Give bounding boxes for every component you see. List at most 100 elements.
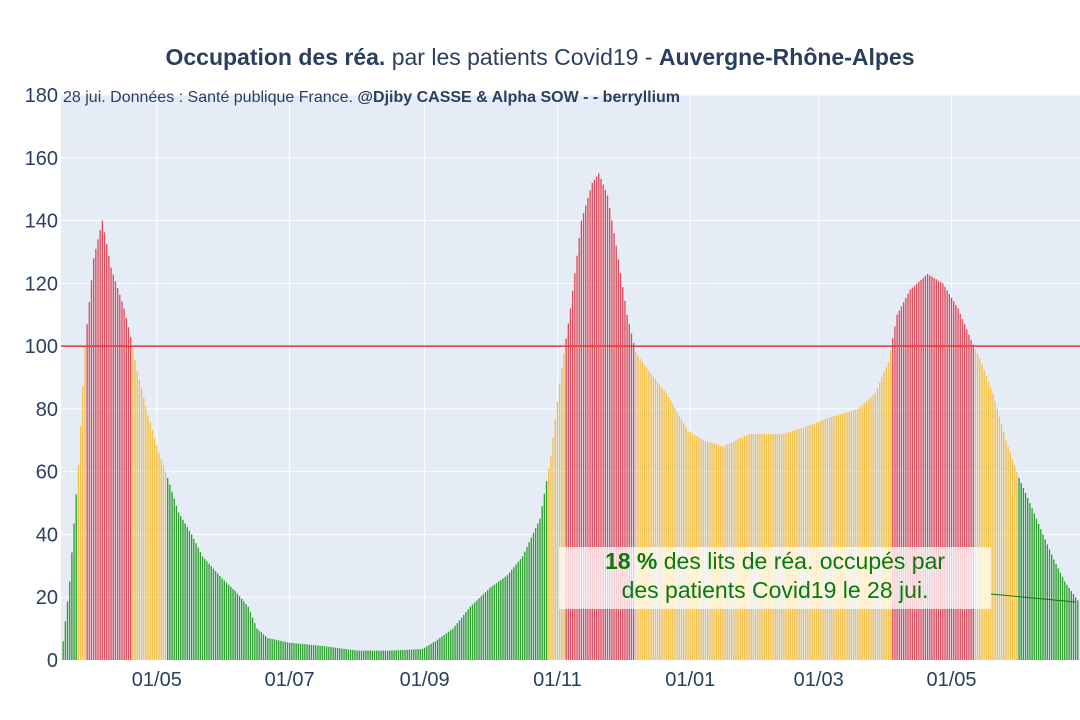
y-tick-label-100: 100	[25, 336, 58, 358]
bar-178	[450, 630, 452, 660]
bar-80	[236, 593, 239, 660]
bar-118	[319, 645, 321, 660]
bar-380	[889, 350, 892, 660]
bar-394	[920, 279, 922, 660]
bar-26	[119, 294, 121, 660]
bar-81	[238, 596, 241, 660]
bar-353	[831, 416, 833, 660]
bar-149	[386, 650, 389, 660]
bar-151	[391, 650, 393, 660]
subtitle-authors: @Djiby CASSE & Alpha SOW - - berryllium	[357, 89, 681, 106]
bar-256	[619, 273, 622, 660]
bar-164	[419, 649, 421, 660]
bar-345	[813, 423, 816, 660]
bar-15	[95, 248, 97, 661]
bar-88	[254, 623, 256, 660]
bar-286	[685, 427, 687, 660]
bar-372	[872, 395, 874, 660]
bar-120	[323, 646, 326, 660]
bar-275	[661, 387, 663, 660]
bar-79	[234, 590, 236, 660]
bar-56	[184, 523, 186, 660]
bar-181	[456, 623, 458, 660]
bar-289	[691, 433, 694, 660]
bar-382	[894, 326, 896, 660]
bar-450	[1042, 534, 1044, 660]
bar-170	[432, 642, 435, 660]
bar-451	[1044, 539, 1046, 660]
bar-173	[439, 638, 441, 660]
bar-242	[589, 190, 591, 660]
bar-244	[593, 179, 596, 660]
bar-70	[214, 571, 217, 660]
bar-75	[225, 582, 228, 660]
bar-270	[650, 373, 652, 660]
bar-409	[953, 301, 955, 660]
bar-167	[426, 646, 428, 660]
bar-139	[365, 650, 367, 660]
bar-454	[1051, 554, 1053, 660]
bar-27	[121, 301, 123, 660]
bar-102	[284, 641, 286, 660]
bar-283	[678, 415, 681, 660]
bar-121	[325, 646, 328, 660]
bar-424	[985, 375, 988, 660]
bar-146	[380, 650, 382, 660]
bar-13	[90, 280, 93, 660]
bar-148	[384, 650, 387, 660]
bar-211	[521, 556, 524, 660]
y-tick-label-80: 80	[36, 399, 58, 421]
bar-228	[558, 383, 561, 660]
bar-49	[169, 484, 171, 660]
bar-196	[489, 587, 491, 660]
bar-6	[75, 494, 77, 660]
bar-462	[1068, 587, 1070, 660]
bar-16	[97, 239, 99, 660]
bar-8	[79, 425, 82, 660]
bar-18	[101, 220, 104, 661]
bar-172	[437, 639, 439, 660]
bar-341	[804, 426, 807, 660]
bar-140	[367, 650, 369, 660]
bar-349	[822, 420, 824, 660]
bar-126	[336, 647, 339, 660]
bar-420	[976, 353, 979, 660]
bar-208	[515, 564, 517, 660]
bar-194	[484, 591, 487, 660]
bar-68	[210, 566, 212, 660]
bar-57	[186, 527, 188, 660]
bar-117	[317, 645, 319, 660]
bar-288	[689, 432, 691, 660]
bar-217	[534, 528, 537, 660]
bar-232	[567, 323, 569, 660]
bar-431	[1000, 424, 1003, 660]
bar-419	[974, 349, 977, 660]
bar-92	[262, 634, 265, 660]
bar-213	[526, 547, 528, 660]
bar-3	[69, 581, 71, 660]
bar-388	[907, 293, 909, 660]
bar-223	[548, 468, 550, 660]
bar-138	[362, 650, 365, 660]
bar-344	[811, 424, 813, 660]
bar-383	[896, 314, 898, 660]
bar-127	[339, 648, 341, 660]
bar-364	[855, 409, 857, 660]
bar-458	[1059, 572, 1062, 660]
bar-204	[506, 575, 509, 660]
bar-67	[208, 563, 210, 660]
bar-392	[916, 283, 918, 660]
bar-418	[972, 344, 974, 660]
bar-444	[1029, 503, 1031, 660]
bar-197	[491, 586, 493, 660]
bar-132	[349, 649, 352, 660]
bar-370	[868, 399, 870, 660]
bar-43	[156, 445, 158, 660]
y-tick-label-60: 60	[36, 462, 58, 484]
bar-207	[513, 567, 515, 660]
bar-368	[863, 403, 866, 660]
chart-title: Occupation des réa. par les patients Cov…	[0, 44, 1080, 71]
bar-201	[500, 579, 502, 660]
bar-195	[487, 589, 489, 660]
bar-407	[948, 294, 951, 660]
